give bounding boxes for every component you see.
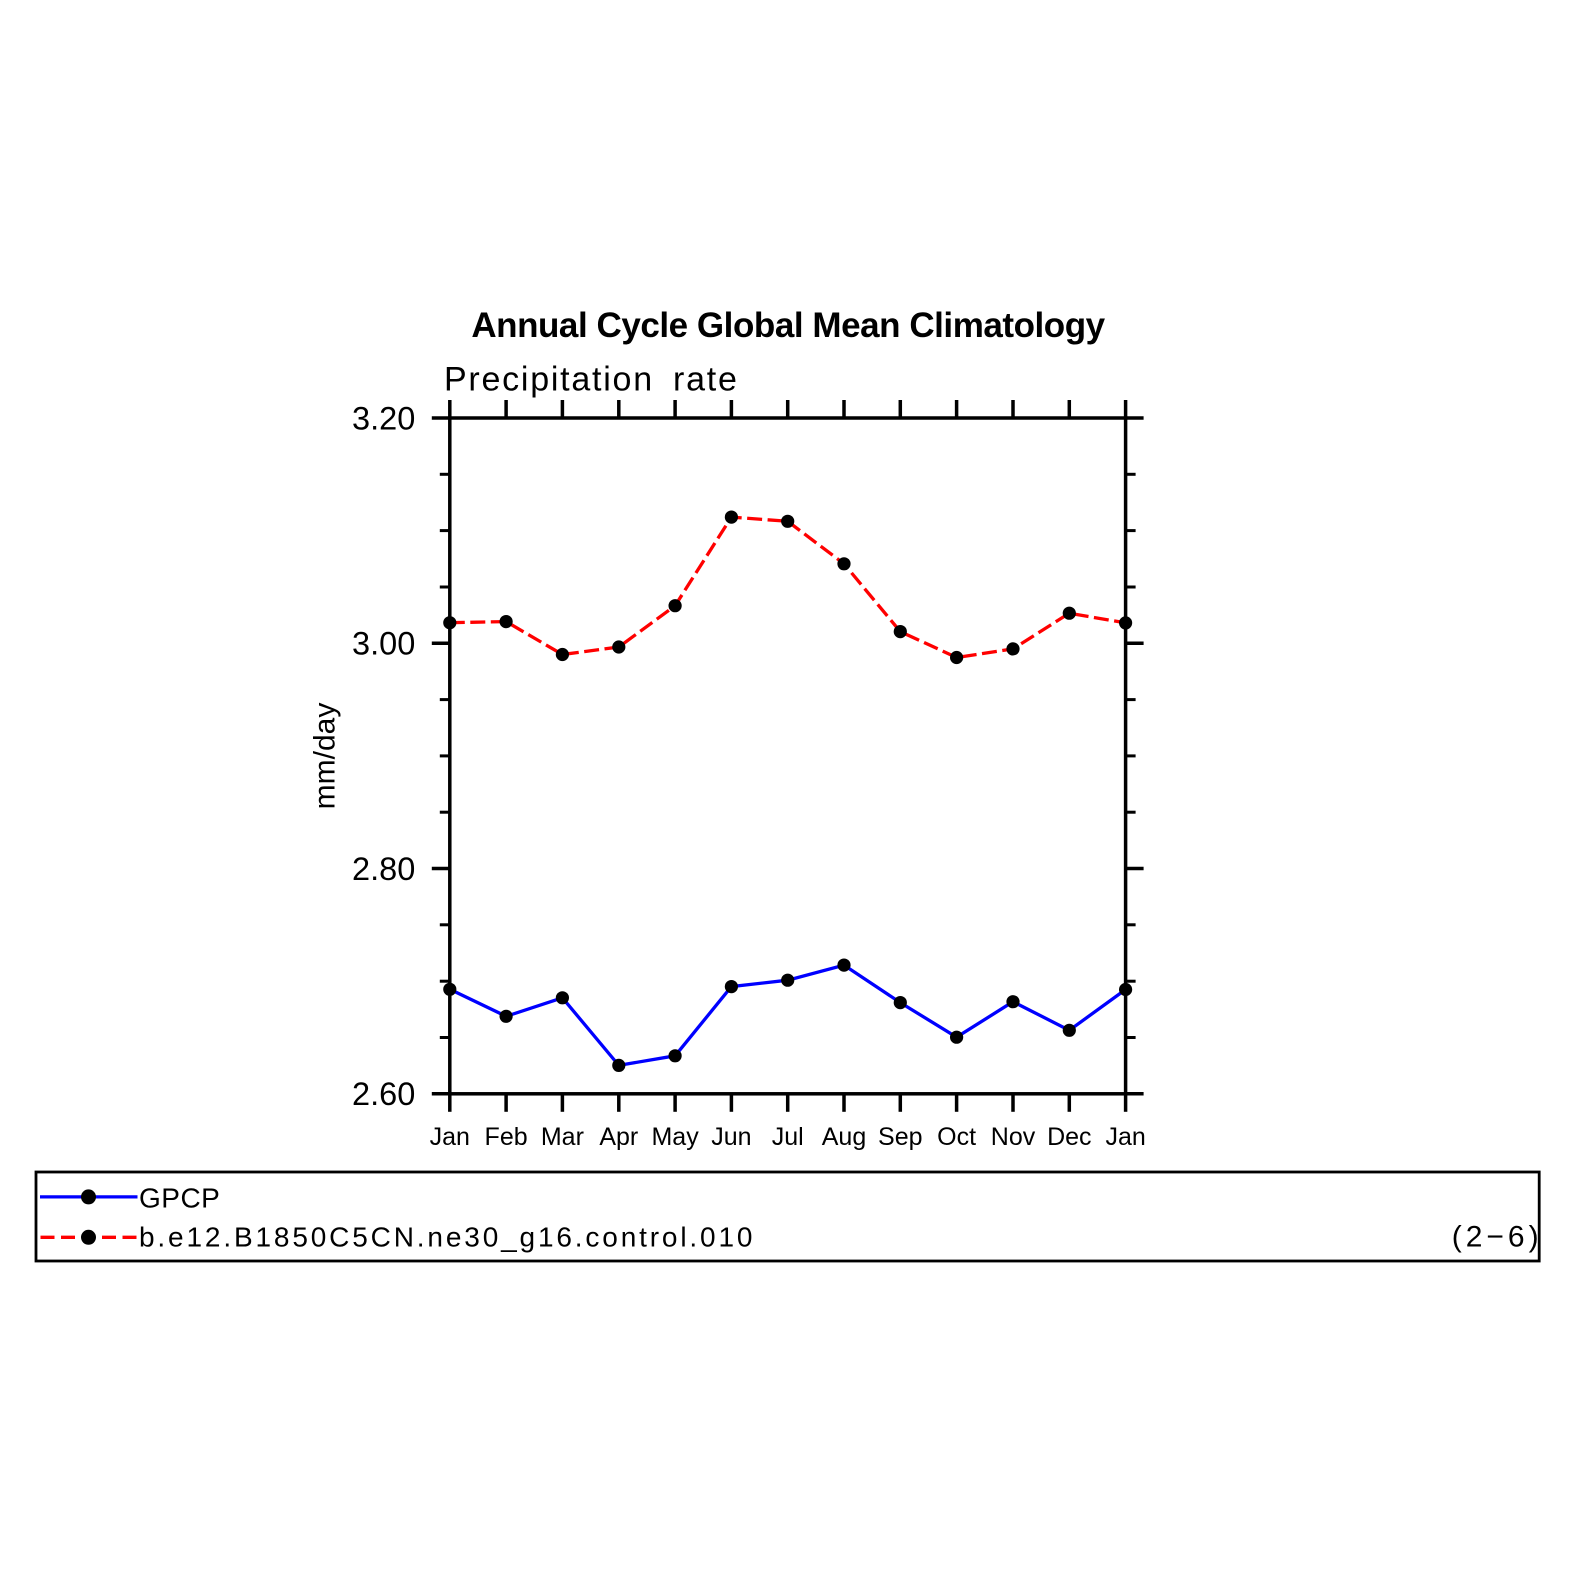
svg-text:Jan: Jan <box>1105 1123 1145 1151</box>
svg-text:Annual Cycle Global Mean Clima: Annual Cycle Global Mean Climatology <box>471 306 1105 345</box>
svg-text:GPCP: GPCP <box>139 1182 220 1213</box>
svg-text:Feb: Feb <box>485 1123 528 1151</box>
svg-text:Jul: Jul <box>772 1123 804 1151</box>
svg-text:Nov: Nov <box>991 1123 1036 1151</box>
svg-text:3.00: 3.00 <box>352 626 415 662</box>
svg-text:2.80: 2.80 <box>352 851 415 887</box>
svg-text:Jan: Jan <box>430 1123 470 1151</box>
svg-text:b.e12.B1850C5CN.ne30_g16.contr: b.e12.B1850C5CN.ne30_g16.control.010 <box>139 1221 755 1252</box>
svg-text:Aug: Aug <box>822 1123 866 1151</box>
svg-text:Dec: Dec <box>1047 1123 1091 1151</box>
svg-text:3.20: 3.20 <box>352 400 415 436</box>
svg-text:Oct: Oct <box>937 1123 976 1151</box>
svg-text:2.60: 2.60 <box>352 1076 415 1112</box>
svg-text:Precipitation rate: Precipitation rate <box>444 361 739 399</box>
svg-text:Apr: Apr <box>599 1123 638 1151</box>
svg-text:May: May <box>651 1123 699 1151</box>
svg-text:(2−6): (2−6) <box>1452 1221 1543 1254</box>
svg-text:Jun: Jun <box>711 1123 751 1151</box>
svg-text:mm/day: mm/day <box>309 703 342 810</box>
svg-text:Sep: Sep <box>878 1123 922 1151</box>
svg-text:Mar: Mar <box>541 1123 584 1151</box>
